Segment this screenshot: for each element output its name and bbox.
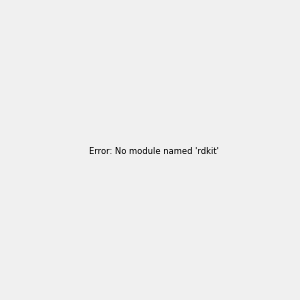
Text: Error: No module named 'rdkit': Error: No module named 'rdkit' xyxy=(89,147,219,156)
